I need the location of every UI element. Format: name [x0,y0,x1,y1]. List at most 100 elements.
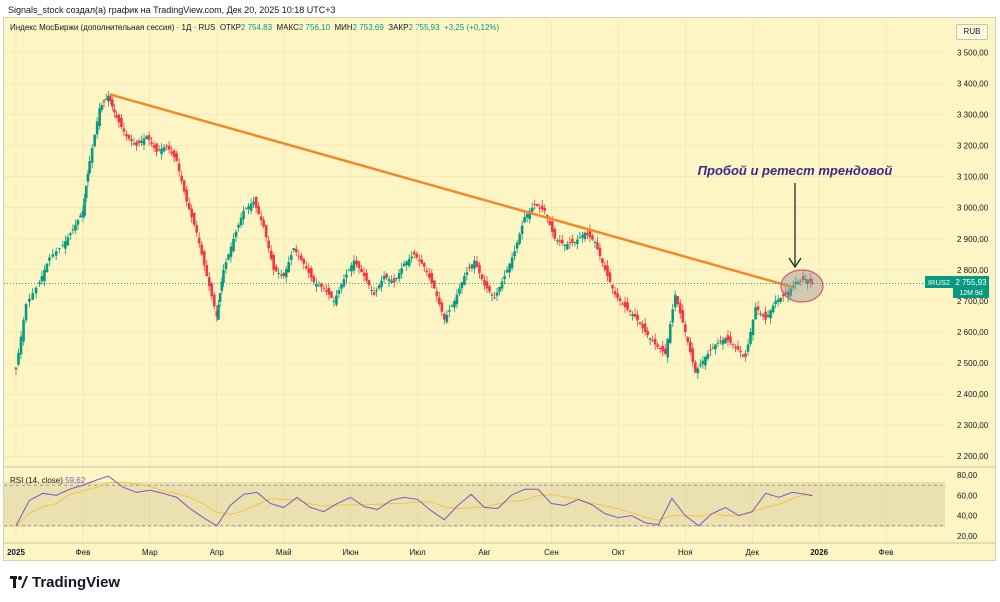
candle-body [135,142,138,146]
candle-body [468,267,471,269]
candle-body [515,242,519,249]
candle-body [701,360,705,365]
change-value: +3,25 (+0,12%) [444,23,500,32]
candle-body [658,348,662,350]
candle-body [651,340,654,342]
candle-body [518,234,521,244]
candle-body [443,313,446,320]
brand-name: TradingView [32,574,121,591]
candle-body [69,233,72,235]
currency-button[interactable]: RUB [956,24,988,40]
candle-body [440,302,444,312]
candle-body [611,284,614,289]
candle-body [726,335,730,341]
candle-body [54,251,58,256]
candle-body [746,344,750,352]
candle-body [352,260,356,271]
candle-body [347,269,351,271]
brand[interactable]: TradingView [10,574,120,591]
candle-body [759,313,762,315]
candle-body [200,244,204,255]
candle-body [505,269,509,273]
candle-body [528,210,531,220]
candle-body [809,278,813,283]
candle-body [34,287,38,294]
candle-body [764,311,767,320]
candle-body [744,353,747,357]
candle-body [435,291,439,297]
candle-body [425,270,429,273]
candle-body [578,237,582,239]
candle-body [79,215,82,218]
candle-body [420,259,424,264]
candle-body [86,173,90,182]
candle-body [455,294,459,305]
retest-circle[interactable] [780,269,824,303]
candle-body [190,208,193,218]
candle-body [811,283,814,285]
candle-body [495,292,499,296]
candle-body [147,135,151,141]
candle-body [704,356,707,366]
time-tick-label: Мар [142,548,158,557]
candle-body [224,262,228,270]
time-tick-label: Ноя [678,548,693,557]
candle-body [571,238,574,243]
candle-body [307,268,311,273]
price-tick-label: 2 200,00 [957,452,989,461]
candle-body [400,268,403,274]
candle-body [74,224,77,231]
time-tick-label: Авг [478,548,491,557]
time-tick-label: Май [276,548,292,557]
candle-body [107,95,110,102]
candle-body [102,100,106,103]
candle-body [177,163,181,172]
candle-body [317,285,321,287]
price-tick-label: 2 900,00 [957,235,989,244]
rsi-value: 59,62 [65,476,86,485]
candle-body [598,247,602,256]
candle-body [633,314,637,317]
candle-body [465,272,469,275]
price-tick-label: 2 300,00 [957,421,989,430]
candle-body [220,281,224,291]
candle-body [402,263,406,267]
candle-body [142,138,146,145]
price-tick-label: 2 500,00 [957,359,989,368]
candle-body [596,242,599,249]
candle-body [774,300,777,305]
candle-body [749,331,752,344]
time-tick-label: Окт [612,548,626,557]
candle-body [152,144,156,148]
candle-body [327,288,331,295]
candle-body [473,260,476,269]
candle-body [167,145,171,150]
candle-body [754,307,757,320]
symbol-name[interactable]: Индекс МосБиржи (дополнительная сессия) … [10,23,216,32]
candle-body [395,277,398,279]
candle-body [553,228,557,239]
last-price-tag: 2 755,93 [955,278,987,287]
candle-body [22,320,25,342]
trendline[interactable] [109,93,793,289]
candle-body [392,278,396,283]
candle-body [254,196,258,208]
annotation-text: Пробой и ретест трендовой [698,163,893,178]
candle-body [779,297,782,302]
candle-body [227,254,230,260]
candle-body [279,274,283,276]
candle-body [100,105,104,111]
candle-body [689,341,692,353]
candle-body [646,330,649,336]
candle-body [769,310,772,319]
candle-body [397,272,401,279]
ticker-tag-bg [925,276,953,288]
candle-body [244,208,248,210]
candle-body [117,114,121,123]
rsi-legend[interactable]: RSI (14, close) 59,62 [10,476,85,485]
candle-body [463,276,466,286]
candle-body [673,294,677,308]
candle-body [272,254,275,270]
candle-body [794,282,798,285]
